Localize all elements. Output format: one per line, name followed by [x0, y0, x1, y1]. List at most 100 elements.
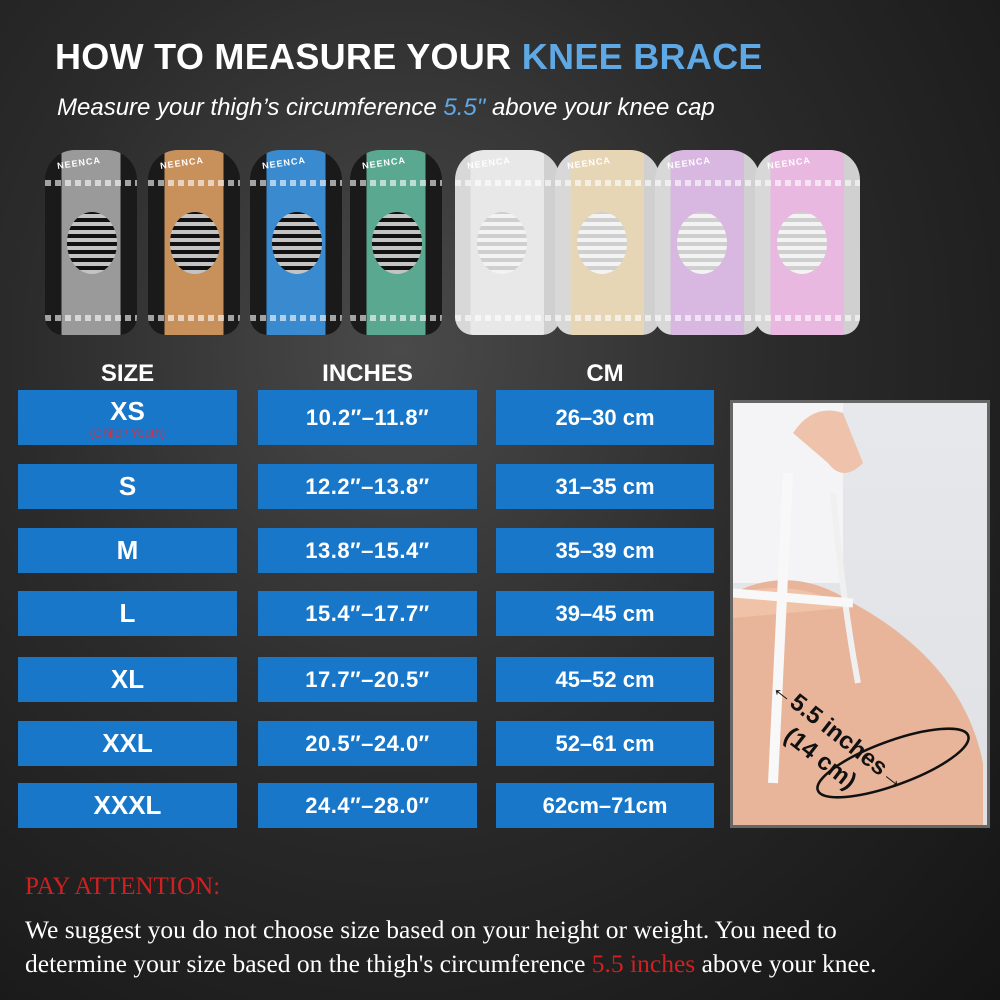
- cm-cell: 35–39 cm: [496, 528, 714, 573]
- size-cell-text: S: [118, 471, 137, 501]
- brace-band: [455, 315, 560, 321]
- knee-brace-product: NEENCA: [755, 150, 860, 335]
- header-inches: INCHES: [322, 360, 413, 387]
- size-cell-text: XL: [110, 664, 145, 694]
- attention-line-2: determine your size based on the thigh's…: [25, 949, 876, 979]
- cm-cell: 62cm–71cm: [496, 783, 714, 828]
- inches-cell-text: 20.5″–24.0″: [305, 730, 430, 756]
- knee-brace-product: NEENCA: [45, 150, 137, 335]
- attention-heading: PAY ATTENTION:: [25, 873, 221, 900]
- attention-text-end: above your knee.: [695, 949, 877, 978]
- brand-logo: NEENCA: [566, 154, 612, 172]
- brand-logo: NEENCA: [159, 154, 205, 172]
- patella-pad: [67, 212, 117, 274]
- brace-band: [655, 180, 760, 186]
- inches-cell: 17.7″–20.5″: [258, 657, 477, 702]
- cm-cell-text: 52–61 cm: [555, 730, 655, 756]
- inches-cell-text: 12.2″–13.8″: [305, 473, 430, 499]
- inches-cell: 15.4″–17.7″: [258, 591, 477, 636]
- inches-cell: 13.8″–15.4″: [258, 528, 477, 573]
- brace-band: [655, 315, 760, 321]
- size-cell: S: [18, 464, 237, 509]
- header-cm: CM: [586, 360, 624, 387]
- size-note: (Child / Youth): [89, 426, 166, 440]
- knee-brace-product: NEENCA: [555, 150, 660, 335]
- patella-pad: [372, 212, 422, 274]
- cm-cell-text: 31–35 cm: [555, 473, 655, 499]
- brace-band: [148, 180, 240, 186]
- patella-pad: [777, 212, 827, 274]
- size-cell-text: M: [116, 535, 139, 565]
- inches-cell-text: 10.2″–11.8″: [305, 404, 430, 430]
- brace-band: [350, 315, 442, 321]
- patella-pad: [677, 212, 727, 274]
- brace-band: [755, 180, 860, 186]
- brace-band: [250, 180, 342, 186]
- cm-cell: 39–45 cm: [496, 591, 714, 636]
- brand-logo: NEENCA: [666, 154, 712, 172]
- patella-pad: [272, 212, 322, 274]
- inches-cell: 24.4″–28.0″: [258, 783, 477, 828]
- knee-brace-product: NEENCA: [250, 150, 342, 335]
- title-highlight: KNEE BRACE: [521, 36, 763, 77]
- knee-brace-product: NEENCA: [455, 150, 560, 335]
- attention-line-1: We suggest you do not choose size based …: [25, 915, 837, 944]
- size-cell: XL: [18, 657, 237, 702]
- brace-band: [350, 180, 442, 186]
- size-cell: L: [18, 591, 237, 636]
- cm-cell: 26–30 cm: [496, 390, 714, 445]
- thigh-illustration: [733, 403, 983, 825]
- brand-logo: NEENCA: [766, 154, 812, 172]
- inches-cell: 20.5″–24.0″: [258, 721, 477, 766]
- subtitle-highlight: 5.5": [443, 94, 486, 121]
- size-cell: XXL: [18, 721, 237, 766]
- thigh-measurement-photo: ←5.5 inches→ (14 cm): [730, 400, 990, 828]
- cm-cell: 52–61 cm: [496, 721, 714, 766]
- patella-pad: [170, 212, 220, 274]
- cm-cell-text: 62cm–71cm: [542, 792, 668, 818]
- brand-logo: NEENCA: [261, 154, 307, 172]
- brand-logo: NEENCA: [56, 154, 102, 172]
- brand-logo: NEENCA: [466, 154, 512, 172]
- subtitle: Measure your thigh’s circumference 5.5" …: [57, 94, 715, 122]
- cm-cell-text: 26–30 cm: [555, 404, 655, 430]
- brace-band: [45, 180, 137, 186]
- header-size: SIZE: [100, 360, 155, 387]
- brace-band: [250, 315, 342, 321]
- cm-cell-text: 45–52 cm: [555, 666, 655, 692]
- cm-cell-text: 39–45 cm: [555, 600, 655, 626]
- size-cell: XS (Child / Youth): [18, 390, 237, 445]
- patella-pad: [477, 212, 527, 274]
- brace-band: [148, 315, 240, 321]
- size-cell: XXXL: [18, 783, 237, 828]
- attention-highlight: 5.5 inches: [591, 949, 696, 978]
- brace-band: [755, 315, 860, 321]
- patella-pad: [577, 212, 627, 274]
- inches-cell-text: 24.4″–28.0″: [305, 792, 430, 818]
- size-cell-text: XXL: [102, 728, 153, 758]
- knee-brace-product: NEENCA: [148, 150, 240, 335]
- page-title: HOW TO MEASURE YOUR KNEE BRACE: [55, 36, 763, 78]
- size-cell-text: XS: [110, 396, 145, 426]
- brace-band: [555, 315, 660, 321]
- subtitle-text-end: above your knee cap: [485, 94, 715, 121]
- brand-logo: NEENCA: [361, 154, 407, 172]
- title-text: HOW TO MEASURE YOUR: [55, 36, 522, 77]
- inches-cell: 10.2″–11.8″: [258, 390, 477, 445]
- brace-band: [555, 180, 660, 186]
- size-cell: M: [18, 528, 237, 573]
- knee-brace-product: NEENCA: [655, 150, 760, 335]
- subtitle-text: Measure your thigh’s circumference: [57, 94, 444, 121]
- cm-cell-text: 35–39 cm: [555, 537, 655, 563]
- cm-cell: 31–35 cm: [496, 464, 714, 509]
- inches-cell: 12.2″–13.8″: [258, 464, 477, 509]
- inches-cell-text: 13.8″–15.4″: [305, 537, 430, 563]
- brace-band: [455, 180, 560, 186]
- cm-cell: 45–52 cm: [496, 657, 714, 702]
- size-cell-text: XXXL: [93, 790, 162, 820]
- inches-cell-text: 17.7″–20.5″: [305, 666, 430, 692]
- attention-text: determine your size based on the thigh's…: [25, 949, 592, 978]
- brace-band: [45, 315, 137, 321]
- inches-cell-text: 15.4″–17.7″: [305, 600, 430, 626]
- size-cell-text: L: [119, 598, 136, 628]
